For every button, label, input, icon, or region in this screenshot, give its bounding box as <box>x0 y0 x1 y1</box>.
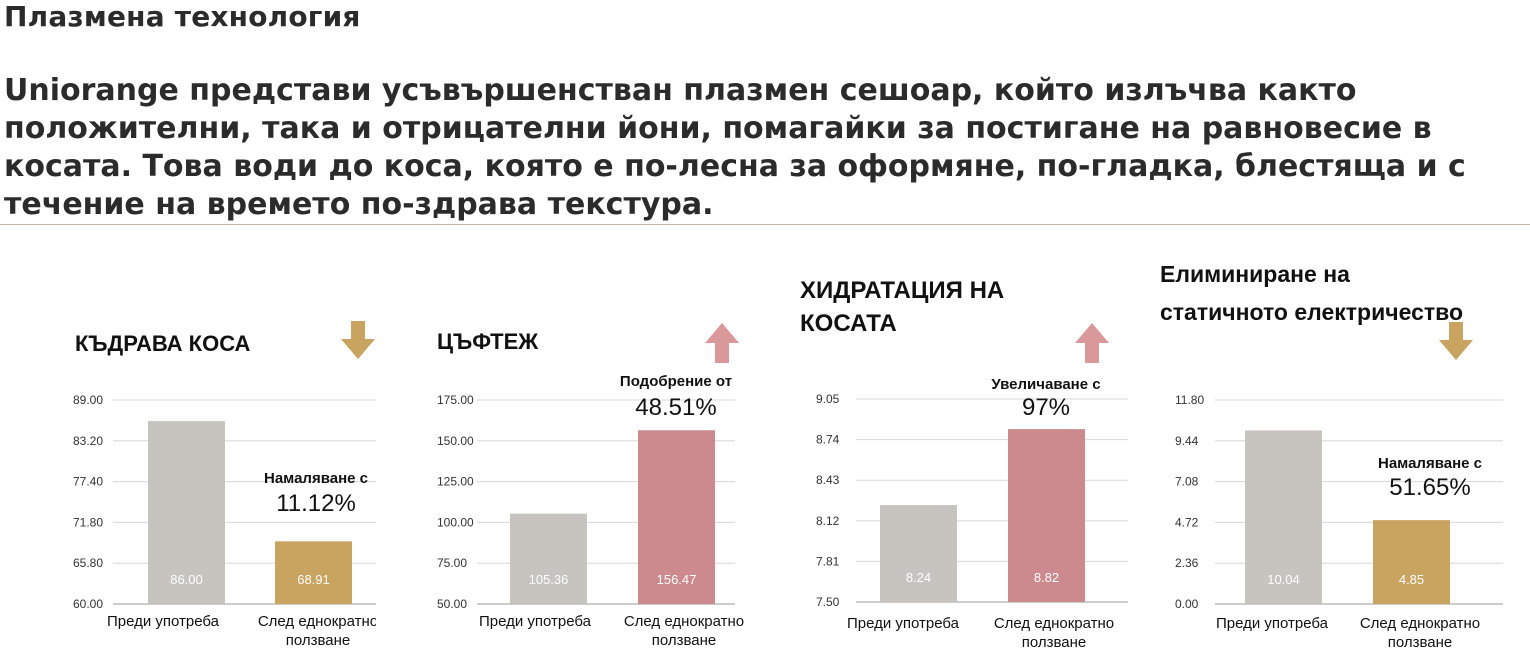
chart-title: КОСАТА <box>800 310 897 337</box>
bar <box>275 541 352 604</box>
chart-title: КЪДРАВА КОСА <box>75 331 251 356</box>
change-value: 51.65% <box>1389 474 1470 501</box>
change-label: Намаляване с <box>1378 455 1482 472</box>
category-label: След еднократно <box>1360 615 1480 632</box>
bar-value-label: 10.04 <box>1267 572 1300 587</box>
category-label: След еднократно <box>258 613 376 630</box>
category-label: ползване <box>652 632 717 649</box>
bar-value-label: 4.85 <box>1399 572 1424 587</box>
y-tick-label: 75.00 <box>437 556 467 570</box>
chart-static: Елиминиране на статичното електричество 0.… <box>1160 261 1503 651</box>
chart-hydration: ХИДРАТАЦИЯ НА КОСАТА 7.50 7.81 8.12 8.43 8.74 9… <box>800 277 1128 651</box>
change-value: 48.51% <box>635 394 716 421</box>
y-tick-label: 125.00 <box>437 475 474 489</box>
category-label: ползване <box>286 632 351 649</box>
chart-title: Елиминиране на <box>1160 261 1350 287</box>
change-label: Намаляване с <box>264 470 368 487</box>
y-tick-label: 8.43 <box>816 473 840 487</box>
chart-panel-frizz: ЦЪФТЕЖ 50.00 75.00 100.00 125.00 150.00 175.00… <box>376 225 752 658</box>
divider <box>0 224 1530 225</box>
bar-value-label: 68.91 <box>297 572 330 587</box>
y-tick-label: 8.12 <box>816 514 840 528</box>
change-value: 97% <box>1022 394 1070 421</box>
y-tick-label: 2.36 <box>1175 556 1199 570</box>
bar-value-label: 86.00 <box>170 572 203 587</box>
arrow-up-icon <box>705 323 739 363</box>
y-tick-label: 9.05 <box>816 392 840 406</box>
change-label: Увеличаване с <box>991 376 1100 393</box>
category-label: Преди употреба <box>847 615 960 632</box>
y-tick-label: 175.00 <box>437 393 474 407</box>
bar <box>1245 430 1322 604</box>
bar <box>880 505 957 602</box>
bar-value-label: 8.24 <box>906 570 931 585</box>
category-label: След еднократно <box>624 613 744 630</box>
y-tick-label: 89.00 <box>73 393 103 407</box>
bar <box>148 421 225 604</box>
y-tick-label: 0.00 <box>1175 597 1199 611</box>
y-tick-label: 7.08 <box>1175 475 1199 489</box>
arrow-down-icon <box>341 321 375 359</box>
chart-title: ЦЪФТЕЖ <box>437 329 538 354</box>
bar <box>638 430 715 604</box>
y-tick-label: 60.00 <box>73 597 103 611</box>
y-tick-label: 77.40 <box>73 475 103 489</box>
category-label: Преди употреба <box>107 613 220 630</box>
y-tick-label: 4.72 <box>1175 515 1199 529</box>
y-tick-label: 71.80 <box>73 515 103 529</box>
change-value: 11.12% <box>276 490 356 517</box>
y-tick-label: 150.00 <box>437 434 474 448</box>
change-label: Подобрение от <box>620 373 732 390</box>
bar <box>1373 520 1450 604</box>
bar <box>510 513 587 604</box>
bar-value-label: 156.47 <box>657 572 697 587</box>
category-label: Преди употреба <box>1216 615 1329 632</box>
category-label: ползване <box>1388 634 1453 651</box>
category-label: Преди употреба <box>479 613 592 630</box>
y-tick-label: 83.20 <box>73 434 103 448</box>
intro-paragraph: Uniorange представи усъвършенстван плазм… <box>4 73 1466 222</box>
bar-value-label: 105.36 <box>529 572 569 587</box>
y-tick-label: 100.00 <box>437 515 474 529</box>
category-label: ползване <box>1022 634 1087 651</box>
page-heading: Плазмена технология <box>4 0 361 33</box>
chart-curly-hair: КЪДРАВА КОСА 60.00 65.80 71.80 77.40 83.20 89.… <box>73 321 376 649</box>
chart-title: статичното електричество <box>1160 299 1463 325</box>
y-tick-label: 7.81 <box>816 554 840 568</box>
chart-panel-curly-hair: КЪДРАВА КОСА 60.00 65.80 71.80 77.40 83.20 89.… <box>0 225 376 658</box>
y-tick-label: 11.80 <box>1175 393 1204 407</box>
y-tick-label: 65.80 <box>73 556 103 570</box>
arrow-down-icon <box>1439 322 1473 360</box>
y-tick-label: 7.50 <box>816 595 840 609</box>
chart-title: ХИДРАТАЦИЯ НА <box>800 277 1004 304</box>
y-tick-label: 9.44 <box>1175 434 1199 448</box>
arrow-up-icon <box>1075 323 1109 363</box>
y-tick-label: 8.74 <box>816 433 840 447</box>
bar <box>1008 429 1085 602</box>
bar-value-label: 8.82 <box>1034 570 1059 585</box>
category-label: След еднократно <box>994 615 1114 632</box>
chart-panel-static: Елиминиране на статичното електричество 0.… <box>1128 225 1504 658</box>
chart-frizz: ЦЪФТЕЖ 50.00 75.00 100.00 125.00 150.00 175.00… <box>437 323 744 649</box>
y-tick-label: 50.00 <box>437 597 467 611</box>
chart-panel-hydration: ХИДРАТАЦИЯ НА КОСАТА 7.50 7.81 8.12 8.43 8.74 9… <box>752 225 1128 658</box>
